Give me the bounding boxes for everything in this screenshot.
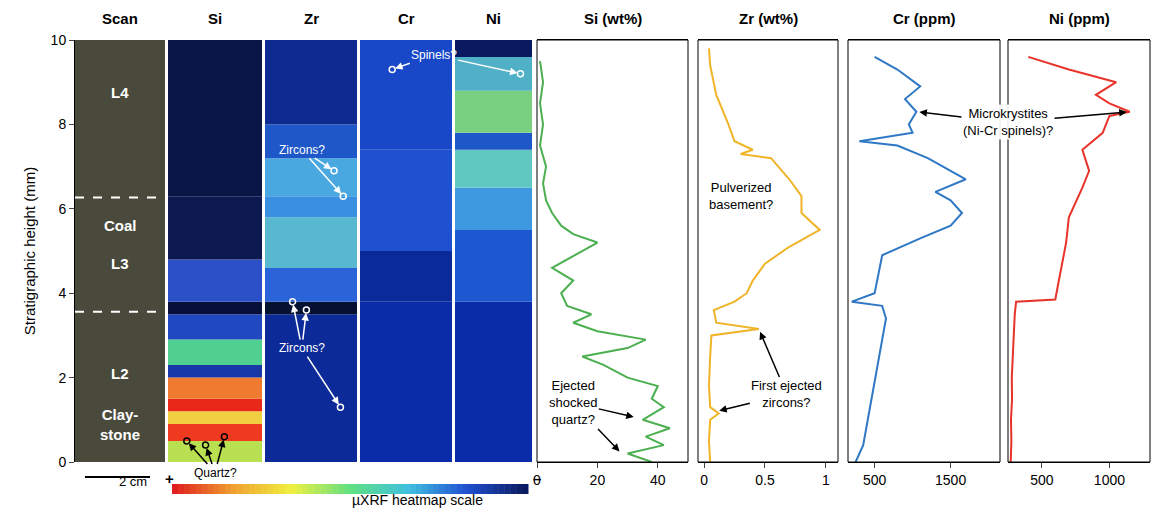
svg-text:Coal: Coal: [104, 217, 137, 234]
svg-text:Microkrystites(Ni-Cr spinels)?: Microkrystites(Ni-Cr spinels)?: [963, 106, 1053, 138]
svg-text:Zircons?: Zircons?: [279, 341, 325, 355]
svg-text:Cr: Cr: [398, 10, 415, 27]
svg-text:Scan: Scan: [102, 10, 138, 27]
svg-text:8: 8: [58, 116, 66, 132]
svg-text:40: 40: [650, 472, 666, 488]
svg-text:1: 1: [822, 472, 830, 488]
svg-text:Si: Si: [208, 10, 222, 27]
svg-text:1500: 1500: [935, 472, 966, 488]
svg-text:–: –: [533, 470, 541, 487]
svg-text:Microkrystites(Ni-Cr spinels)?: Microkrystites(Ni-Cr spinels)?: [963, 106, 1053, 138]
svg-text:Quartz?: Quartz?: [194, 466, 237, 480]
svg-text:L4: L4: [111, 84, 129, 101]
svg-text:Zircons?: Zircons?: [279, 143, 325, 157]
svg-text:Zr (wt%): Zr (wt%): [739, 10, 798, 27]
svg-text:500: 500: [1030, 472, 1054, 488]
svg-text:Zircons?: Zircons?: [279, 341, 325, 355]
svg-text:L3: L3: [111, 255, 129, 272]
svg-text:Ejectedshockedquartz?: Ejectedshockedquartz?: [549, 378, 597, 427]
svg-text:Spinels?: Spinels?: [411, 48, 457, 62]
svg-text:Stratigraphic height (mm): Stratigraphic height (mm): [21, 167, 38, 335]
svg-text:2: 2: [58, 370, 66, 386]
svg-text:500: 500: [863, 472, 887, 488]
svg-text:1000: 1000: [1094, 472, 1125, 488]
svg-text:10: 10: [51, 32, 67, 48]
svg-text:Spinels?: Spinels?: [411, 48, 457, 62]
svg-text:L2: L2: [111, 365, 129, 382]
svg-text:Zircons?: Zircons?: [279, 143, 325, 157]
svg-text:Ni: Ni: [486, 10, 501, 27]
svg-text:Cr (ppm): Cr (ppm): [893, 10, 956, 27]
svg-text:Pulverizedbasement?: Pulverizedbasement?: [709, 180, 773, 212]
svg-text:Si (wt%): Si (wt%): [584, 10, 642, 27]
svg-text:6: 6: [58, 201, 66, 217]
svg-text:First ejectedzircons?: First ejectedzircons?: [751, 378, 822, 410]
svg-text:µXRF heatmap scale: µXRF heatmap scale: [352, 492, 483, 508]
svg-text:Quartz?: Quartz?: [194, 466, 237, 480]
svg-text:0: 0: [58, 454, 66, 470]
svg-text:2 cm: 2 cm: [119, 474, 147, 489]
svg-text:20: 20: [590, 472, 606, 488]
svg-text:4: 4: [58, 285, 66, 301]
svg-text:0: 0: [533, 472, 541, 488]
svg-text:Ejectedshockedquartz?: Ejectedshockedquartz?: [549, 378, 597, 427]
svg-text:Zr: Zr: [304, 10, 319, 27]
svg-text:Clay-stone: Clay-stone: [100, 406, 140, 443]
svg-text:+: +: [165, 470, 174, 487]
svg-text:Quartz?: Quartz?: [194, 466, 237, 480]
svg-text:First ejectedzircons?: First ejectedzircons?: [751, 378, 822, 410]
svg-text:0.5: 0.5: [755, 472, 775, 488]
svg-text:Ni (ppm): Ni (ppm): [1049, 10, 1110, 27]
svg-text:0: 0: [700, 472, 708, 488]
svg-text:Zircons?: Zircons?: [279, 341, 325, 355]
